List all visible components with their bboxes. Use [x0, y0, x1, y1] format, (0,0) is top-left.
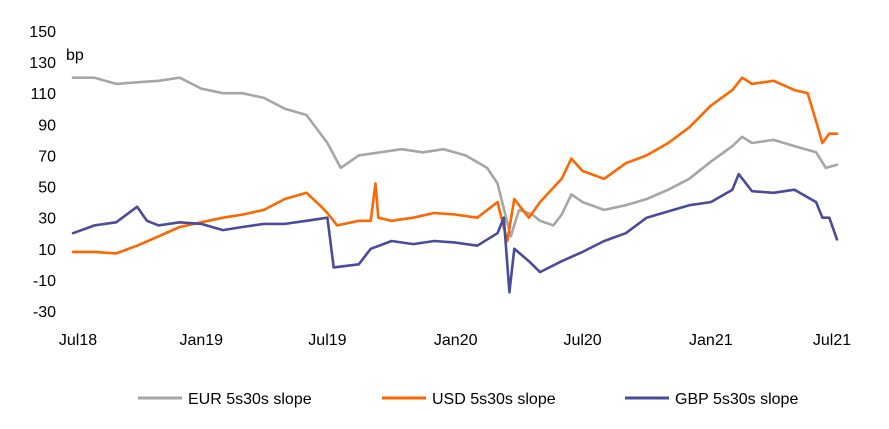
y-axis-ticks: 150 130 110 90 70 50 30 10 -10 -30 — [29, 24, 56, 321]
y-tick-label: 130 — [29, 55, 56, 72]
legend-label: EUR 5s30s slope — [188, 391, 312, 408]
x-tick-label: Jul18 — [59, 332, 97, 349]
y-tick-label: -30 — [33, 304, 56, 321]
series-line-eur — [71, 76, 839, 238]
series-lines — [71, 76, 839, 294]
x-axis-ticks: Jul18 Jan19 Jul19 Jan20 Jul20 Jan21 Jul21 — [59, 332, 851, 349]
legend: EUR 5s30s slope USD 5s30s slope GBP 5s30s … — [138, 391, 798, 408]
legend-label: GBP 5s30s slope — [675, 391, 798, 408]
y-tick-label: 150 — [29, 24, 56, 41]
x-tick-label: Jan20 — [434, 332, 478, 349]
legend-label: USD 5s30s slope — [432, 391, 556, 408]
series-line-usd — [71, 76, 839, 255]
x-tick-label: Jul21 — [813, 332, 851, 349]
x-tick-label: Jul19 — [308, 332, 346, 349]
x-tick-label: Jul20 — [563, 332, 601, 349]
y-tick-label: 50 — [38, 180, 56, 197]
y-tick-label: 90 — [38, 117, 56, 134]
y-axis-unit-label: bp — [66, 47, 84, 64]
x-tick-label: Jan21 — [689, 332, 733, 349]
y-tick-label: -10 — [33, 273, 56, 290]
y-tick-label: 30 — [38, 211, 56, 228]
series-line-gbp — [71, 172, 839, 294]
x-tick-label: Jan19 — [179, 332, 223, 349]
y-tick-label: 70 — [38, 148, 56, 165]
y-tick-label: 10 — [38, 242, 56, 259]
y-tick-label: 110 — [30, 86, 56, 103]
